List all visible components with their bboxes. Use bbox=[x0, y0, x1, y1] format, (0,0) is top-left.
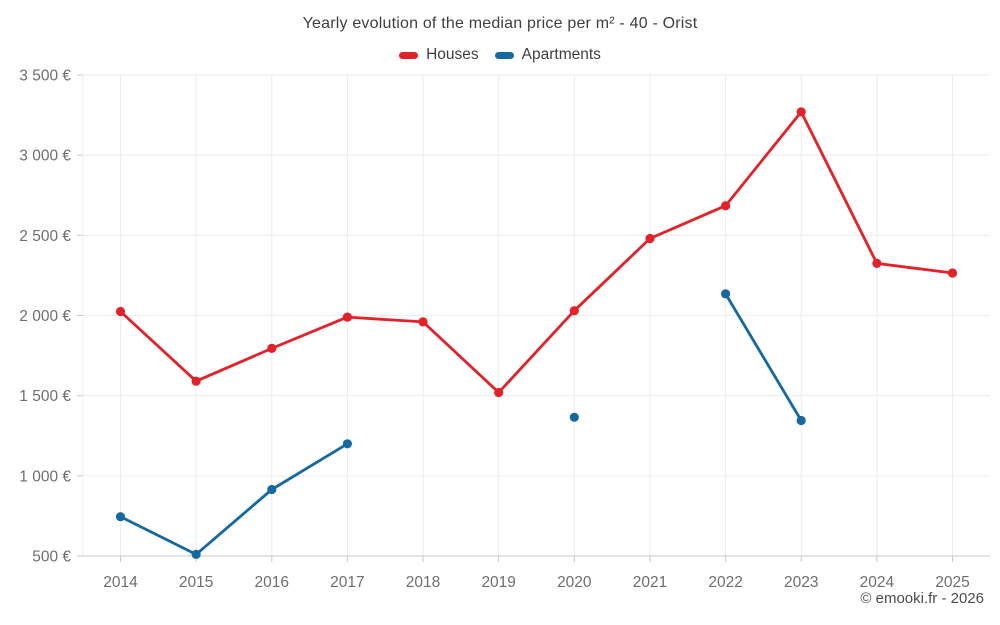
legend-item-apartments[interactable]: Apartments bbox=[494, 46, 601, 64]
series-line-apartments bbox=[724, 292, 803, 422]
copyright-footer: © emooki.fr - 2026 bbox=[860, 590, 984, 607]
y-tick-label: 500 € bbox=[32, 549, 71, 566]
x-tick-label: 2017 bbox=[330, 574, 364, 591]
y-tick-label: 1 000 € bbox=[19, 468, 71, 485]
data-point-houses-2024[interactable] bbox=[872, 258, 882, 268]
x-tick-label: 2015 bbox=[179, 574, 213, 591]
x-tick-label: 2025 bbox=[935, 574, 969, 591]
series-line-apartments bbox=[119, 442, 349, 556]
data-point-houses-2017[interactable] bbox=[342, 312, 352, 322]
x-tick-label: 2021 bbox=[633, 574, 667, 591]
data-point-houses-2022[interactable] bbox=[721, 201, 731, 211]
x-tick-label: 2018 bbox=[406, 574, 440, 591]
data-point-houses-2018[interactable] bbox=[418, 317, 428, 327]
data-point-apartments-2015[interactable] bbox=[191, 549, 201, 560]
data-point-apartments-2023[interactable] bbox=[796, 415, 806, 426]
houses-swatch-icon bbox=[399, 51, 419, 59]
data-point-apartments-2014[interactable] bbox=[115, 512, 126, 522]
legend-label: Houses bbox=[426, 46, 479, 63]
x-tick-label: 2023 bbox=[784, 574, 818, 591]
data-point-houses-2015[interactable] bbox=[191, 376, 201, 386]
apartments-swatch-icon bbox=[494, 51, 514, 59]
x-tick-label: 2019 bbox=[481, 574, 515, 591]
x-tick-label: 2022 bbox=[708, 574, 742, 591]
y-tick-label: 1 500 € bbox=[19, 388, 71, 405]
x-tick-label: 2020 bbox=[557, 574, 592, 591]
y-tick-label: 3 000 € bbox=[19, 148, 71, 165]
legend: Houses Apartments bbox=[0, 46, 1000, 64]
data-point-apartments-2022[interactable] bbox=[721, 289, 731, 299]
y-tick-label: 3 500 € bbox=[19, 68, 71, 85]
data-point-houses-2020[interactable] bbox=[569, 306, 579, 316]
chart-title: Yearly evolution of the median price per… bbox=[302, 15, 698, 32]
data-point-houses-2025[interactable] bbox=[947, 268, 958, 278]
data-point-houses-2014[interactable] bbox=[115, 306, 126, 317]
legend-item-houses[interactable]: Houses bbox=[399, 46, 479, 64]
legend-label: Apartments bbox=[521, 46, 601, 63]
data-point-houses-2021[interactable] bbox=[645, 233, 655, 244]
data-point-apartments-2020[interactable] bbox=[569, 412, 579, 422]
x-tick-label: 2014 bbox=[103, 574, 138, 591]
x-tick-label: 2024 bbox=[860, 574, 895, 591]
series-line-houses bbox=[119, 110, 954, 394]
data-point-houses-2016[interactable] bbox=[267, 343, 277, 353]
data-point-apartments-2016[interactable] bbox=[267, 484, 277, 495]
data-point-houses-2023[interactable] bbox=[796, 107, 806, 117]
data-point-apartments-2017[interactable] bbox=[342, 439, 352, 449]
y-tick-label: 2 500 € bbox=[19, 228, 71, 245]
x-tick-label: 2016 bbox=[255, 574, 289, 591]
data-point-houses-2019[interactable] bbox=[494, 387, 504, 398]
y-tick-label: 2 000 € bbox=[19, 308, 71, 325]
